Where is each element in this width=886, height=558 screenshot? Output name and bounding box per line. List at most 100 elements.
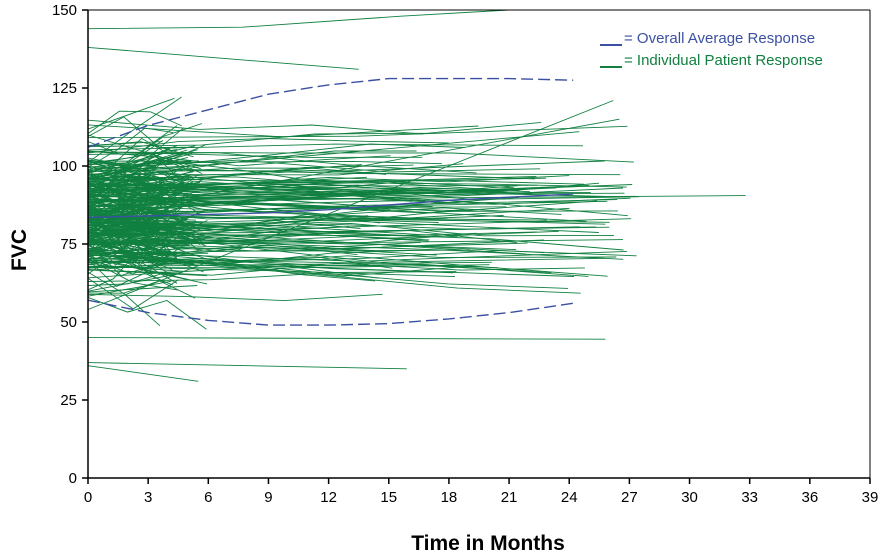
patient-line xyxy=(87,175,358,191)
patient-line xyxy=(87,160,371,184)
patient-line xyxy=(87,265,456,278)
x-tick-label: 15 xyxy=(380,489,397,506)
x-tick-label: 6 xyxy=(204,489,212,506)
patient-line xyxy=(87,250,628,262)
average-dashed-line xyxy=(87,77,574,148)
patient-line xyxy=(87,293,383,302)
overall-average-lines xyxy=(87,77,574,326)
patient-line xyxy=(87,218,439,232)
patient-line xyxy=(87,259,173,288)
y-axis-title: FVC xyxy=(8,229,31,271)
patient-line xyxy=(87,177,627,198)
patient-line xyxy=(87,240,545,254)
x-axis-title: Time in Months xyxy=(411,532,565,555)
y-tick-label: 150 xyxy=(52,2,77,19)
patient-line xyxy=(87,175,537,191)
y-tick-label: 125 xyxy=(52,80,77,97)
patient-line xyxy=(87,195,746,201)
patient-line xyxy=(87,280,172,297)
x-tick-label: 12 xyxy=(320,489,337,506)
patient-line xyxy=(87,231,517,251)
patient-line xyxy=(87,200,167,229)
average-dashed-line xyxy=(87,299,574,326)
patient-line xyxy=(87,198,200,227)
y-tick-label: 25 xyxy=(60,392,77,409)
patient-line xyxy=(87,183,538,187)
patient-line xyxy=(87,100,614,310)
patient-line xyxy=(87,337,606,340)
patient-line xyxy=(87,181,200,214)
x-tick-label: 39 xyxy=(862,489,879,506)
y-tick-label: 0 xyxy=(69,470,77,487)
patient-line xyxy=(87,46,359,70)
patient-line xyxy=(87,127,184,155)
patient-line xyxy=(87,187,557,208)
y-axis-ticks: 0 25 50 75 100 125 150 xyxy=(52,2,88,487)
x-tick-label: 3 xyxy=(144,489,152,506)
average-solid-line xyxy=(87,193,574,219)
patient-line xyxy=(87,9,646,30)
x-tick-label: 0 xyxy=(84,489,92,506)
x-tick-label: 27 xyxy=(621,489,638,506)
x-tick-label: 33 xyxy=(741,489,758,506)
patient-line xyxy=(87,160,605,172)
patient-line xyxy=(87,164,362,176)
patient-line xyxy=(87,226,597,246)
patient-line xyxy=(87,362,407,370)
x-tick-label: 24 xyxy=(561,489,578,506)
patient-line xyxy=(87,150,391,167)
patient-line xyxy=(87,285,198,293)
legend-label: = Overall Average Response xyxy=(624,30,815,47)
patient-line xyxy=(87,274,175,292)
y-tick-label: 50 xyxy=(60,314,77,331)
patient-line xyxy=(87,203,161,236)
patient-line xyxy=(87,97,175,130)
x-tick-label: 21 xyxy=(501,489,518,506)
patient-line xyxy=(87,262,585,276)
patient-line xyxy=(87,233,178,272)
patient-line xyxy=(87,241,199,267)
patient-line xyxy=(87,119,424,135)
individual-patient-lines xyxy=(87,9,746,382)
x-tick-label: 9 xyxy=(264,489,272,506)
patient-line xyxy=(87,153,187,205)
y-tick-label: 75 xyxy=(60,236,77,253)
patient-line xyxy=(87,230,559,242)
legend-label: = Individual Patient Response xyxy=(624,52,823,69)
patient-line xyxy=(87,121,542,147)
patient-line xyxy=(87,257,575,277)
patient-line xyxy=(87,118,620,217)
patient-line xyxy=(87,143,465,170)
patient-line xyxy=(87,238,208,260)
patient-line xyxy=(87,365,199,382)
patient-line xyxy=(87,271,179,279)
patient-line xyxy=(87,241,165,291)
patient-line xyxy=(87,155,160,167)
patient-line xyxy=(87,254,589,277)
patient-line xyxy=(87,127,174,168)
patient-line xyxy=(87,271,457,282)
patient-line xyxy=(87,227,204,235)
patient-line xyxy=(87,203,433,213)
patient-line xyxy=(87,125,628,139)
x-tick-label: 30 xyxy=(681,489,698,506)
patient-line xyxy=(87,261,492,268)
x-tick-label: 36 xyxy=(802,489,819,506)
patient-line xyxy=(87,187,624,198)
patient-line xyxy=(87,194,628,217)
patient-line xyxy=(87,110,182,134)
patient-line xyxy=(87,169,171,205)
legend: = Overall Average Response = Individual P… xyxy=(600,30,823,69)
y-tick-label: 100 xyxy=(52,158,77,175)
patient-line xyxy=(87,192,455,201)
patient-line xyxy=(87,141,163,146)
patient-line xyxy=(87,116,196,148)
patient-line xyxy=(87,246,617,258)
patient-line xyxy=(87,222,466,232)
patient-line xyxy=(87,205,178,232)
patient-line xyxy=(87,271,161,327)
patient-line xyxy=(87,215,504,236)
patient-line xyxy=(87,191,445,204)
patient-line xyxy=(87,175,570,186)
